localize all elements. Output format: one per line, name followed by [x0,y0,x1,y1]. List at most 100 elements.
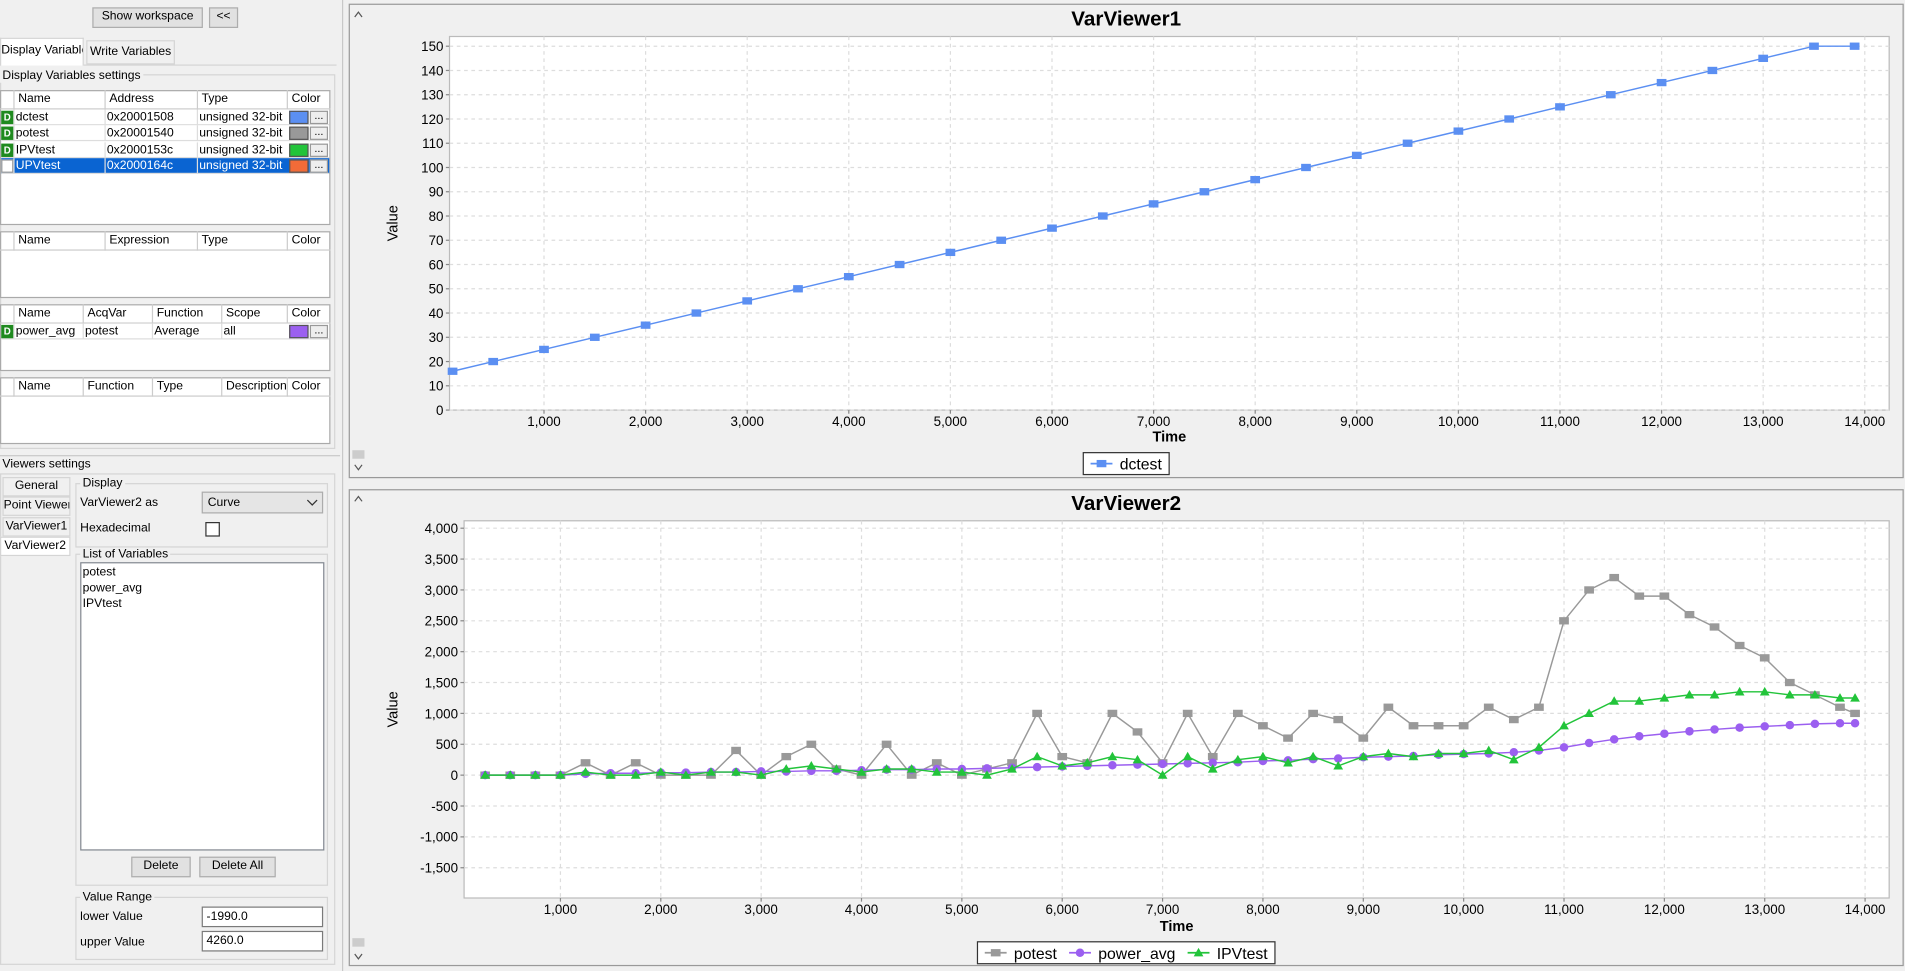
x-tick-label: 4,000 [832,414,865,429]
marker [1207,764,1218,773]
checkbox[interactable] [1,159,14,173]
column-header[interactable]: Name [13,90,104,110]
color-swatch[interactable] [289,324,309,339]
column-header[interactable]: Name [13,304,82,324]
x-tick-label: 7,000 [1146,902,1179,917]
table-row[interactable] [1,158,330,174]
group-title: Value Range [80,890,155,905]
delete-button[interactable]: Delete [131,856,191,878]
collapse-button[interactable]: << [208,7,239,28]
list-item[interactable]: power_avg [82,581,143,596]
x-tick-label: 13,000 [1743,414,1784,429]
marker [1047,224,1057,232]
column-header[interactable]: Type [196,90,287,110]
resize-handle[interactable] [352,938,365,947]
cell: unsigned 32-bit [196,125,287,142]
viewers-box [0,473,336,965]
cell: IPVtest [13,141,104,158]
collapse-icon[interactable] [354,495,363,502]
marker [1508,715,1519,724]
column-header[interactable]: Function [82,377,152,397]
column-header[interactable]: AcqVar [82,304,152,324]
marker [881,764,892,773]
column-header[interactable]: Type [151,377,221,397]
resize-handle[interactable] [352,450,365,459]
y-tick-label: 70 [429,233,444,248]
listbox[interactable]: potest power_avg IPVtest [80,562,325,851]
column-header[interactable]: Type [196,231,287,251]
marker [990,949,1001,957]
show-workspace-button[interactable]: Show workspace [92,7,203,28]
vertical-tab[interactable]: VarViewer1 [2,516,71,537]
marker [1308,751,1318,761]
y-tick-label: 60 [429,257,444,272]
table-row[interactable] [1,125,330,142]
color-swatch[interactable] [289,159,309,173]
column-header[interactable]: Color [286,304,330,324]
color-swatch[interactable] [289,110,309,125]
cell: potest [13,125,104,142]
column-header[interactable]: Scope [221,304,287,324]
table-row[interactable] [1,141,330,158]
color-button[interactable]: ... [309,126,329,141]
legend-label: potest [1014,946,1058,963]
marker [1157,770,1168,779]
marker [1032,709,1042,718]
marker [1584,586,1594,594]
expand-icon[interactable] [354,464,363,471]
column-header[interactable]: Color [286,90,330,110]
marker [1283,734,1293,742]
marker [843,272,854,281]
column-header[interactable]: Expression [104,231,196,251]
list-item[interactable]: potest [82,565,116,580]
marker [1097,212,1108,220]
dropdown[interactable]: Curve [201,491,324,514]
column-header[interactable]: Color [286,231,330,251]
cell: all [221,323,287,340]
marker [1710,725,1719,734]
marker [1483,745,1494,755]
marker [1785,720,1795,730]
tab[interactable]: Display Variables [0,37,84,66]
vertical-tab[interactable]: Point Viewer [2,496,71,517]
column-header[interactable]: Description [221,377,287,397]
y-tick-label: 90 [429,185,444,200]
marker [1684,610,1695,619]
marker [1850,719,1860,728]
vertical-tab[interactable]: General [2,476,71,497]
x-tick-label: 14,000 [1845,902,1886,917]
column-header[interactable]: Name [13,377,82,397]
column-header[interactable]: Name [13,231,104,251]
expand-icon[interactable] [354,953,363,960]
y-axis-title: Value [385,205,401,241]
marker [1850,693,1860,702]
upper-value-input[interactable]: 4260.0 [201,930,324,952]
tab[interactable]: Write Variables [86,40,175,65]
vertical-tab[interactable]: VarViewer2 [0,536,71,556]
marker [1351,151,1362,160]
marker [1810,690,1820,699]
list-item[interactable]: IPVtest [82,597,122,611]
x-tick-label: 8,000 [1246,902,1279,917]
group-title: Display [80,476,125,491]
color-button[interactable]: ... [309,159,329,173]
marker [1108,761,1117,770]
checkbox[interactable] [205,522,220,537]
marker [1333,754,1343,763]
column-header[interactable]: Function [151,304,221,324]
column-header[interactable]: Address [104,90,196,110]
marker [831,764,842,773]
group-box [75,483,329,548]
table-row[interactable] [1,109,330,126]
collapse-icon[interactable] [354,11,363,18]
marker [1057,761,1068,770]
lower-value-input[interactable]: -1990.0 [201,906,324,928]
column-header[interactable]: Color [286,377,330,397]
color-button[interactable]: ... [309,110,329,125]
color-swatch[interactable] [289,143,309,157]
color-button[interactable]: ... [309,143,329,157]
delete-all-button[interactable]: Delete All [199,856,276,878]
color-swatch[interactable] [289,126,309,141]
color-button[interactable]: ... [309,324,329,339]
